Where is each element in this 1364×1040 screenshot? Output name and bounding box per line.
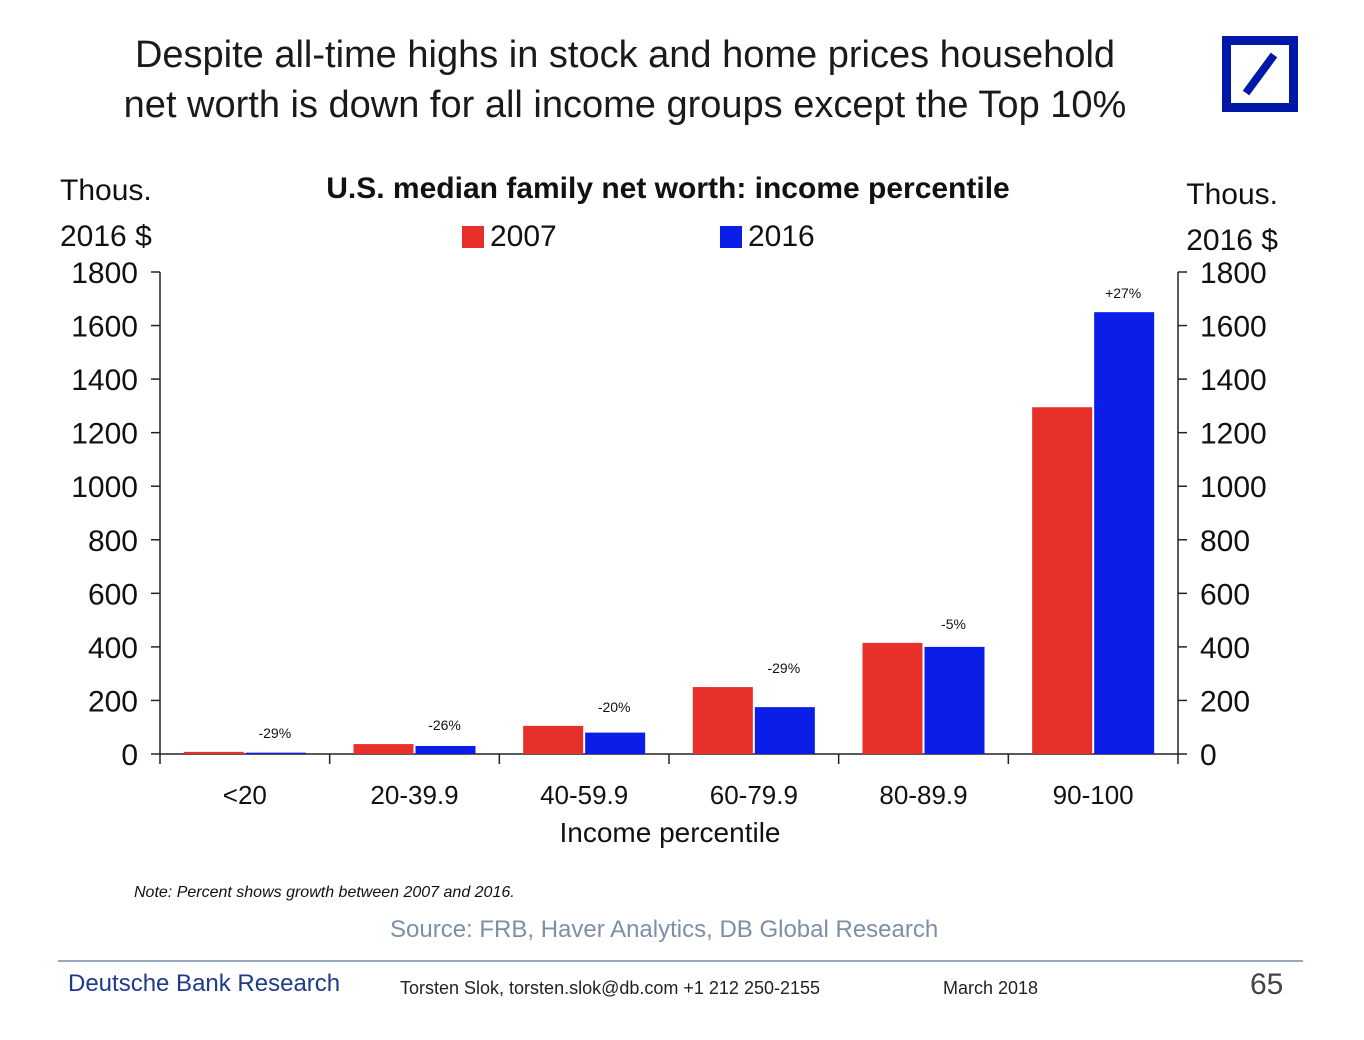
y-tick-label-left: 1800 <box>71 257 138 290</box>
growth-label: -26% <box>428 717 461 733</box>
y-tick-label-right: 400 <box>1200 632 1250 665</box>
y-tick-label-left: 1600 <box>71 311 138 344</box>
bar-2016 <box>415 745 476 754</box>
x-tick-label: <20 <box>223 780 267 810</box>
chart-note: Note: Percent shows growth between 2007 … <box>134 884 515 901</box>
net-worth-bar-chart: U.S. median family net worth: income per… <box>60 172 1278 848</box>
bar-2007 <box>353 744 414 754</box>
x-tick-label: 40-59.9 <box>540 780 628 810</box>
y-tick-label-left: 0 <box>121 739 138 772</box>
page-number: 65 <box>1250 968 1284 1001</box>
bar-2007 <box>523 725 584 754</box>
x-tick-label: 60-79.9 <box>710 780 798 810</box>
y-tick-label-right: 1200 <box>1200 418 1267 451</box>
bar-2016 <box>585 732 646 754</box>
y-tick-label-right: 600 <box>1200 578 1250 611</box>
growth-label: +27% <box>1105 285 1141 301</box>
chart-axes: 0 0 200 200 400 400 600 600 800 800 1000 1000 1200 12… <box>71 257 1267 772</box>
x-axis-title: Income percentile <box>559 817 780 848</box>
y-tick-label-right: 800 <box>1200 525 1250 558</box>
growth-label: -29% <box>767 660 800 676</box>
x-tick-label: 80-89.9 <box>879 780 967 810</box>
y-tick-label-left: 800 <box>88 525 138 558</box>
y-tick-label-left: 400 <box>88 632 138 665</box>
bar-2016 <box>754 707 815 754</box>
y-axis-right-label-line-2: 2016 $ <box>1186 224 1278 257</box>
y-tick-label-right: 1600 <box>1200 311 1267 344</box>
y-tick-label-right: 1800 <box>1200 257 1267 290</box>
bar-2007 <box>1032 407 1093 754</box>
source-line: Source: FRB, Haver Analytics, DB Global … <box>390 916 939 943</box>
bar-2007 <box>862 642 923 754</box>
footer-date: March 2018 <box>943 978 1039 998</box>
bar-2016 <box>245 752 306 754</box>
legend-label-2016: 2016 <box>748 220 815 253</box>
bar-2007 <box>692 687 753 754</box>
y-tick-label-left: 200 <box>88 685 138 718</box>
legend-swatch-2016 <box>720 226 742 248</box>
footer-contact: Torsten Slok, torsten.slok@db.com +1 212… <box>400 978 821 998</box>
bar-2016 <box>1094 312 1155 754</box>
chart-title: U.S. median family net worth: income per… <box>326 172 1009 205</box>
y-axis-left-label-line-1: Thous. <box>60 174 152 207</box>
growth-label: -20% <box>598 699 631 715</box>
deutsche-bank-logo-icon <box>1222 36 1298 112</box>
legend-swatch-2007 <box>462 226 484 248</box>
y-axis-left-label-line-2: 2016 $ <box>60 220 152 253</box>
y-tick-label-left: 600 <box>88 578 138 611</box>
headline-line-1: Despite all-time highs in stock and home… <box>134 34 1116 76</box>
growth-label: -5% <box>941 616 966 632</box>
chart-bars <box>183 312 1155 754</box>
y-tick-label-left: 1400 <box>71 364 138 397</box>
x-tick-label: 90-100 <box>1053 780 1134 810</box>
legend-label-2007: 2007 <box>490 220 557 253</box>
bar-2016 <box>924 646 985 754</box>
y-tick-label-right: 1000 <box>1200 471 1267 504</box>
y-tick-label-left: 1200 <box>71 418 138 451</box>
y-tick-label-left: 1000 <box>71 471 138 504</box>
y-tick-label-right: 0 <box>1200 739 1217 772</box>
y-axis-right-label-line-1: Thous. <box>1186 178 1278 211</box>
y-tick-label-right: 1400 <box>1200 364 1267 397</box>
y-tick-label-right: 200 <box>1200 685 1250 718</box>
bar-2007 <box>183 751 244 754</box>
x-tick-label: 20-39.9 <box>370 780 458 810</box>
footer-divider <box>58 960 1303 962</box>
headline-line-2: net worth is down for all income groups … <box>123 84 1127 126</box>
chart-labels: <20 -29% 20-39.9 -26% 40-59.9 -20% 60-79.9 -29%… <box>223 285 1141 810</box>
footer-brand: Deutsche Bank Research <box>68 970 341 997</box>
headline: Despite all-time highs in stock and home… <box>60 30 1190 130</box>
growth-label: -29% <box>258 725 291 741</box>
